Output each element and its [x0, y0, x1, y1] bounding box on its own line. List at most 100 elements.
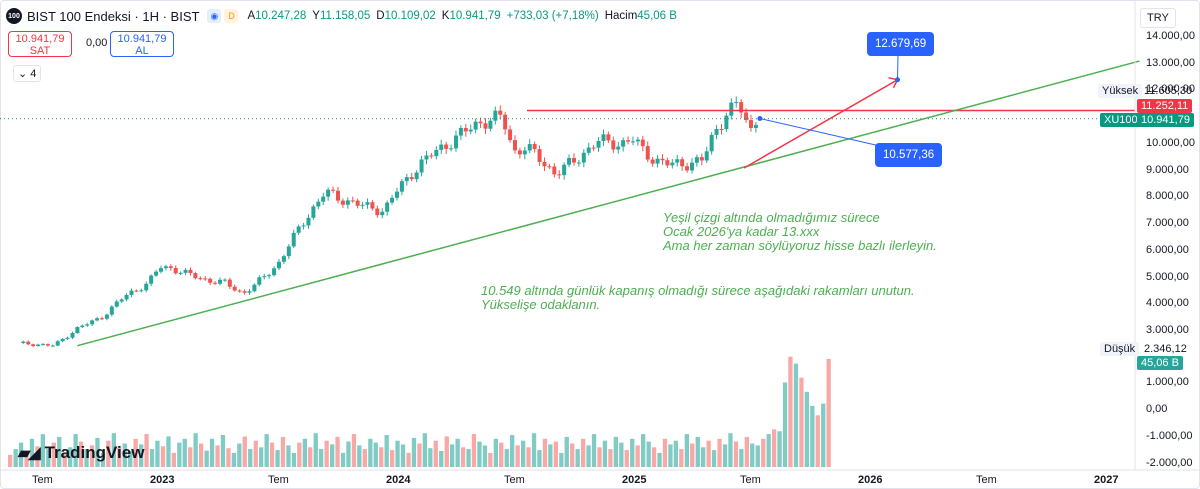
candle-body: [512, 140, 517, 151]
volume-bar: [160, 446, 166, 467]
candle-body: [188, 269, 193, 274]
volume-bar: [357, 445, 362, 467]
price-tick-10: 3.000,00: [1146, 324, 1189, 336]
symbol-title[interactable]: BIST 100 Endeksi · 1H · BIST: [27, 8, 200, 24]
candle-body: [680, 159, 685, 167]
buy-label: AL: [135, 45, 149, 57]
volume-bar: [78, 441, 84, 467]
price-tick-5: 8.000,00: [1146, 190, 1189, 203]
volume-bar: [199, 443, 204, 467]
candle-body: [350, 200, 355, 202]
volume-bar: [433, 440, 438, 467]
volume-bar: [390, 450, 395, 467]
volume-bar: [188, 447, 193, 467]
target-down-dot: [757, 115, 763, 121]
volume-bar: [460, 447, 466, 467]
target-down-callout[interactable]: 10.577,36: [875, 143, 943, 167]
volume-bar: [444, 436, 449, 467]
candle-body: [567, 157, 572, 165]
volume-bar: [291, 452, 297, 467]
volume-bar: [324, 440, 329, 467]
target-down-pointer: [759, 117, 881, 147]
buy-button[interactable]: 10.941,79 AL: [110, 31, 174, 57]
volume-bar: [755, 445, 760, 467]
candle-body: [193, 273, 198, 279]
volume-bar: [122, 443, 127, 467]
symbol-logo[interactable]: 100: [6, 8, 22, 24]
volume-bar: [570, 443, 575, 467]
volume-bar: [13, 449, 18, 467]
brand-name: TradingView: [44, 443, 145, 462]
volume-bar: [286, 445, 291, 467]
volume-bar: [728, 433, 733, 467]
candle-body: [488, 120, 493, 129]
candle-body: [552, 166, 557, 175]
candle-body: [183, 269, 188, 273]
candle-body: [158, 268, 163, 272]
symbol-tag: XU100: [1100, 113, 1142, 127]
price-tick-8: 5.000,00: [1146, 270, 1189, 283]
price-tick-4: 9.000,00: [1146, 163, 1189, 176]
candle-body: [80, 325, 85, 328]
tradingview-logo[interactable]: ▰◢ TradingView: [18, 443, 144, 463]
candle-body: [355, 200, 360, 206]
candle-body: [217, 279, 222, 284]
candle-body: [409, 177, 414, 180]
eye-icon[interactable]: ◉: [207, 9, 222, 23]
tradingview-icon: ▰◢: [18, 445, 41, 462]
indicators-toggle[interactable]: ⌄ 4: [13, 65, 42, 82]
volume-bar: [297, 442, 302, 467]
candle-body: [508, 129, 513, 141]
volume-bar: [89, 445, 95, 467]
volume-bar: [351, 434, 357, 467]
volume-bar: [166, 436, 171, 467]
candle-body: [227, 279, 232, 287]
price-tick-6: 7.000,00: [1146, 217, 1189, 230]
time-tick-5: 2025: [622, 474, 647, 486]
candle-body: [744, 112, 749, 121]
candle-body: [444, 144, 449, 149]
candle-body: [463, 127, 468, 132]
volume-bar: [226, 448, 231, 467]
volume-bar: [624, 450, 629, 467]
ohlc-low: D10.109,02: [376, 10, 436, 22]
chart-header: 100 BIST 100 Endeksi · 1H · BIST ◉ D A10…: [6, 8, 677, 24]
market-status-icon[interactable]: D: [224, 9, 239, 23]
candle-body: [124, 294, 129, 300]
volume-bar: [313, 433, 318, 467]
candle-body: [45, 344, 50, 346]
volume-bar: [701, 447, 706, 467]
drawings: [0, 54, 1140, 347]
volume-bar: [269, 442, 275, 467]
candle-body: [704, 151, 709, 161]
candle-body: [345, 200, 350, 205]
note-line-3: Ama her zaman söylüyoruz hisse bazlı ile…: [663, 238, 937, 253]
volume-bar: [128, 451, 133, 467]
currency-selector[interactable]: TRY: [1140, 8, 1176, 28]
sell-button[interactable]: 10.941,79 SAT: [8, 31, 72, 57]
candle-body: [70, 333, 75, 338]
candle-body: [242, 291, 247, 293]
candle-body: [380, 211, 385, 216]
candle-body: [748, 120, 753, 129]
volume-bar: [68, 447, 73, 467]
candle-body: [232, 286, 237, 291]
volume-bar: [242, 436, 247, 467]
volume-bar: [537, 450, 542, 467]
volume-bar: [548, 444, 553, 467]
volume-bar: [248, 449, 253, 467]
volume-bar: [744, 436, 749, 467]
volume-bar: [384, 435, 389, 467]
target-up-callout[interactable]: 12.679,69: [867, 32, 935, 56]
volume-bar: [253, 440, 258, 467]
ohlc-close: K10.941,79: [441, 10, 501, 22]
candle-body: [296, 226, 301, 233]
candle-body: [665, 160, 670, 166]
candle-body: [360, 204, 365, 206]
note-line-2: Ocak 2026'ya kadar 13.xxx: [663, 224, 820, 239]
sell-price: 10.941,79: [15, 33, 65, 45]
candle-body: [222, 279, 227, 281]
candle-body: [458, 127, 463, 136]
candle-body: [709, 134, 714, 152]
